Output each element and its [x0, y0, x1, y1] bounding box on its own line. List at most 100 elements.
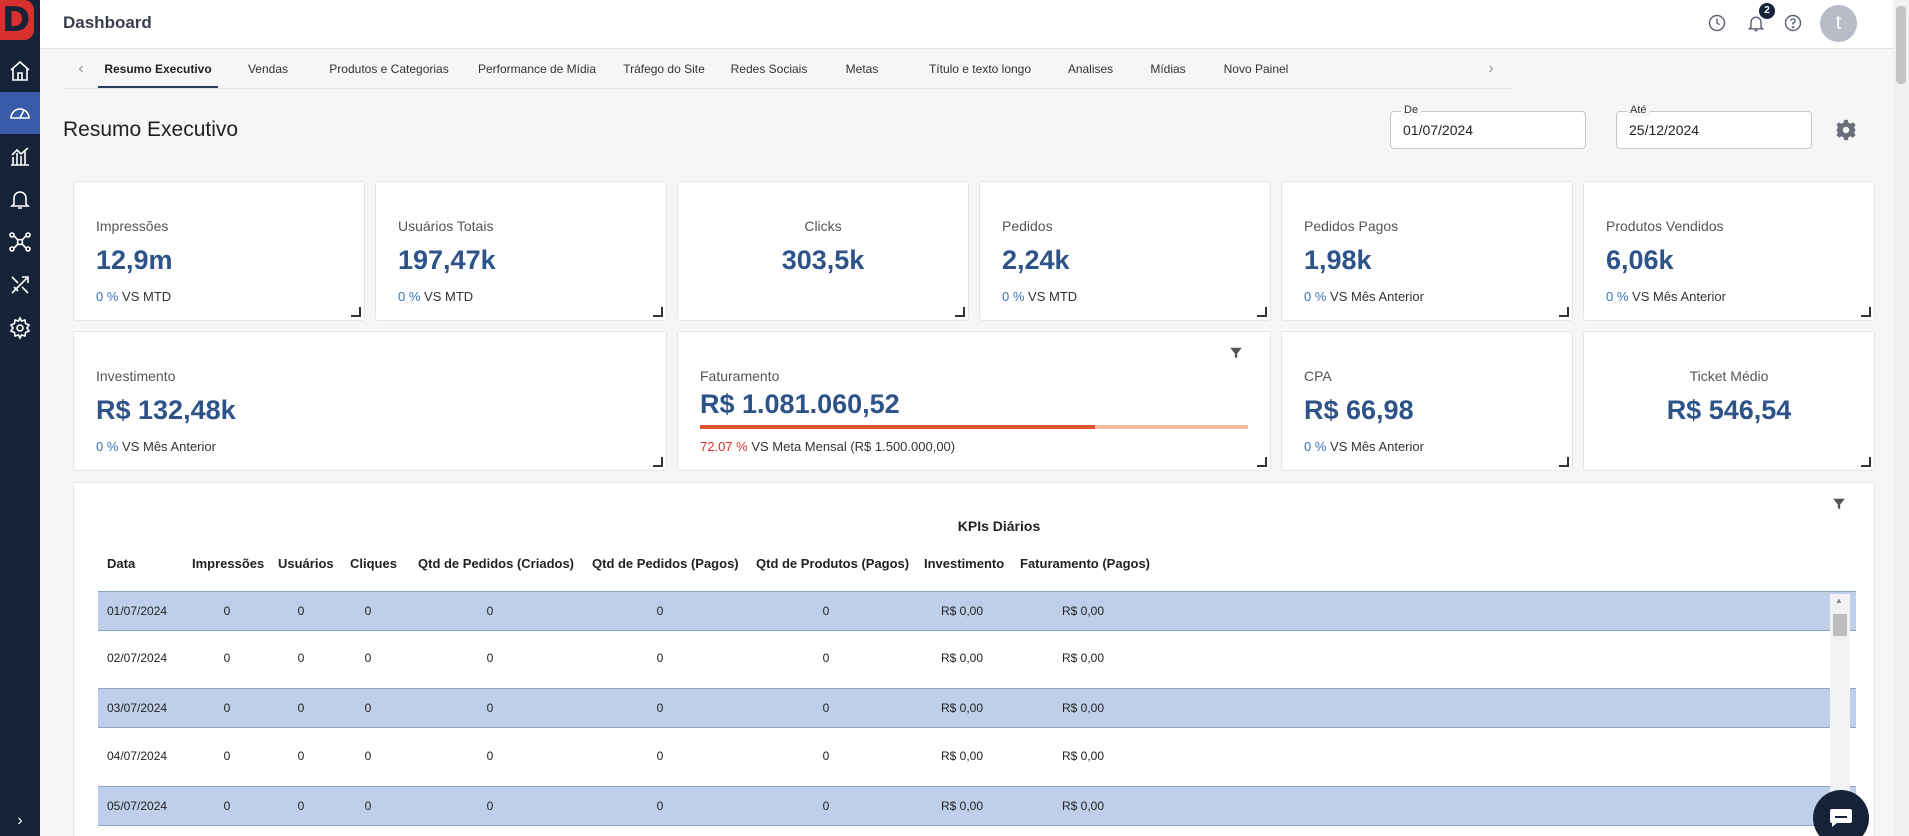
network-nodes-icon[interactable] — [0, 221, 40, 263]
filter-icon[interactable] — [1229, 346, 1243, 360]
table-cell: 0 — [297, 701, 305, 715]
resize-handle[interactable] — [653, 457, 663, 467]
table-row[interactable]: 05/07/2024 0 0 0 0 0 0 R$ 0,00 R$ 0,00 — [98, 786, 1856, 826]
table-cell: R$ 0,00 — [1061, 651, 1105, 665]
kpi-label: CPA — [1304, 368, 1332, 384]
table-cell: 0 — [297, 749, 305, 763]
table-cell: 0 — [297, 651, 305, 665]
tools-icon[interactable] — [0, 264, 40, 306]
tab-redes-sociais[interactable]: Redes Sociais — [730, 62, 808, 76]
table-cell: 05/07/2024 — [107, 799, 168, 813]
kpi-value: R$ 66,98 — [1304, 395, 1414, 425]
column-header[interactable]: Usuários — [278, 556, 334, 571]
kpi-label: Pedidos Pagos — [1304, 218, 1399, 234]
tabs-scroll-left-icon[interactable]: ‹ — [78, 60, 84, 77]
kpi-card-faturamento: Faturamento R$ 1.081.060,52 72.07 % VS M… — [677, 331, 1271, 471]
table-cell: 0 — [656, 701, 664, 715]
table-row[interactable]: 01/07/2024 0 0 0 0 0 0 R$ 0,00 R$ 0,00 — [98, 591, 1856, 631]
settings-gear-icon[interactable] — [1835, 119, 1857, 141]
page-scrollbar-thumb[interactable] — [1896, 6, 1906, 84]
filter-icon[interactable] — [1832, 497, 1846, 511]
kpi-value: R$ 132,48k — [96, 395, 236, 425]
tab-produtos-categorias[interactable]: Produtos e Categorias — [329, 62, 449, 76]
table-row[interactable]: 04/07/2024 0 0 0 0 0 0 R$ 0,00 R$ 0,00 — [98, 737, 1856, 777]
kpi-vs: VS Meta Mensal (R$ 1.500.000,00) — [751, 439, 956, 454]
table-cell: 0 — [364, 799, 372, 813]
tab-novo-painel[interactable]: Novo Painel — [1223, 62, 1289, 76]
bell-icon[interactable] — [0, 178, 40, 220]
resize-handle[interactable] — [1257, 307, 1267, 317]
column-header[interactable]: Qtd de Pedidos (Criados) — [418, 556, 575, 571]
table-title: KPIs Diários — [957, 518, 1041, 534]
tab-metas[interactable]: Metas — [845, 62, 879, 76]
resize-handle[interactable] — [1559, 457, 1569, 467]
history-clock-icon[interactable] — [1706, 12, 1728, 34]
gear-icon[interactable] — [0, 307, 40, 349]
tabs-scroll-right-icon[interactable]: › — [1488, 60, 1494, 77]
column-header[interactable]: Impressões — [192, 556, 265, 571]
tab-titulo-texto-longo[interactable]: Título e texto longo — [928, 62, 1032, 76]
kpis-diarios-panel: KPIs Diários Data Impressões Usuários Cliqu… — [73, 482, 1875, 836]
kpi-comparison: 0 % VS MTD — [1002, 289, 1077, 304]
tab-midias[interactable]: Mídias — [1150, 62, 1186, 76]
table-cell: 0 — [822, 749, 830, 763]
date-from-value[interactable]: 01/07/2024 — [1403, 122, 1474, 138]
kpi-pct: 0 % — [96, 439, 119, 454]
resize-handle[interactable] — [1559, 307, 1569, 317]
table-scrollbar[interactable]: ▲ — [1830, 594, 1850, 834]
column-header[interactable]: Qtd de Pedidos (Pagos) — [592, 556, 739, 571]
tab-performance-midia[interactable]: Performance de Mídia — [477, 62, 597, 76]
table-row[interactable]: 03/07/2024 0 0 0 0 0 0 R$ 0,00 R$ 0,00 — [98, 688, 1856, 728]
table-cell: 0 — [486, 604, 494, 618]
resize-handle[interactable] — [1257, 457, 1267, 467]
totals-row[interactable]: Totais000000R$ 0,00R$ 0,00 — [98, 828, 1856, 836]
date-to-field[interactable]: Até 25/12/2024 — [1616, 104, 1812, 149]
tab-resumo-executivo[interactable]: Resumo Executivo — [98, 51, 218, 88]
tab-analises[interactable]: Analises — [1067, 62, 1114, 76]
kpi-pct: 0 % — [1304, 289, 1327, 304]
kpi-label: Clicks — [804, 218, 842, 234]
date-to-value[interactable]: 25/12/2024 — [1629, 122, 1700, 138]
app-logo[interactable]: D — [0, 0, 34, 40]
table-cell: 0 — [223, 799, 231, 813]
table-cell: 0 — [656, 749, 664, 763]
kpi-card-usuarios-totais: Usuários Totais 197,47k 0 % VS MTD — [375, 181, 667, 321]
page-scrollbar[interactable] — [1893, 0, 1909, 836]
kpi-label: Investimento — [96, 368, 176, 384]
top-header: Dashboard — [40, 0, 1909, 49]
resize-handle[interactable] — [1861, 307, 1871, 317]
kpi-card-pedidos: Pedidos 2,24k 0 % VS MTD — [979, 181, 1271, 321]
notifications-bell-icon[interactable] — [1745, 12, 1767, 34]
table-row[interactable]: 02/07/2024 0 0 0 0 0 0 R$ 0,00 R$ 0,00 — [98, 639, 1856, 679]
kpi-card-impressoes: Impressões 12,9m 0 % VS MTD — [73, 181, 365, 321]
column-header[interactable]: Data — [107, 556, 136, 571]
table-cell: 0 — [486, 651, 494, 665]
resize-handle[interactable] — [1861, 457, 1871, 467]
column-header[interactable]: Cliques — [350, 556, 397, 571]
kpi-vs: VS Mês Anterior — [1330, 289, 1424, 304]
column-header[interactable]: Faturamento (Pagos) — [1020, 556, 1151, 571]
dashboard-gauge-icon[interactable] — [0, 92, 40, 134]
column-header[interactable]: Qtd de Produtos (Pagos) — [756, 556, 910, 571]
user-avatar[interactable]: t — [1820, 5, 1857, 42]
table-scrollbar-thumb[interactable] — [1833, 614, 1847, 636]
column-header[interactable]: Investimento — [924, 556, 1005, 571]
resize-handle[interactable] — [955, 307, 965, 317]
tab-trafego-site[interactable]: Tráfego do Site — [623, 62, 705, 76]
tab-vendas[interactable]: Vendas — [247, 62, 289, 76]
help-icon[interactable] — [1782, 12, 1804, 34]
kpi-vs: VS MTD — [1028, 289, 1078, 304]
home-icon[interactable] — [0, 50, 40, 92]
revenue-goal-progress-fill — [700, 425, 1095, 429]
kpi-card-clicks: Clicks 303,5k — [677, 181, 969, 321]
table-cell: 0 — [822, 604, 830, 618]
resize-handle[interactable] — [653, 307, 663, 317]
kpi-value: 12,9m — [96, 245, 173, 275]
scroll-up-icon[interactable]: ▲ — [1835, 596, 1843, 605]
analytics-chart-icon[interactable] — [0, 135, 40, 177]
date-from-label: De — [1401, 104, 1422, 116]
chat-button[interactable] — [1813, 790, 1869, 836]
resize-handle[interactable] — [351, 307, 361, 317]
expand-sidebar-icon[interactable]: › — [17, 812, 23, 829]
date-from-field[interactable]: De 01/07/2024 — [1390, 104, 1586, 149]
